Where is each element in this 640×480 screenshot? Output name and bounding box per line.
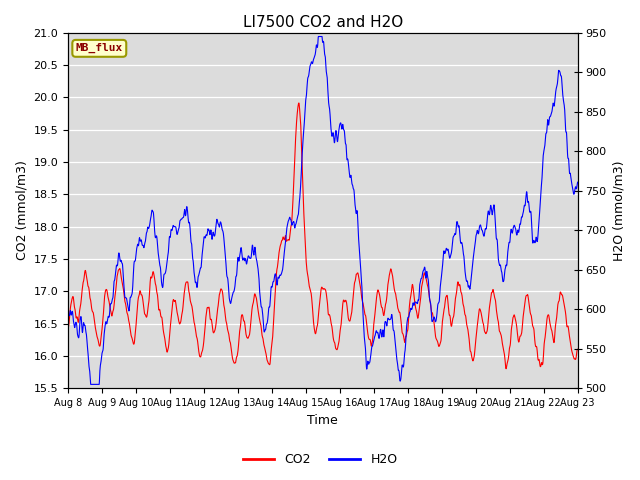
- H2O: [349, 183, 356, 189]
- CO2: [543, 314, 551, 320]
- CO2: [574, 347, 582, 352]
- H2O: [471, 242, 479, 248]
- H2O: [529, 240, 537, 246]
- CO2: [337, 318, 345, 324]
- Y-axis label: CO2 (mmol/m3): CO2 (mmol/m3): [15, 160, 28, 260]
- CO2: [529, 324, 537, 330]
- H2O: [574, 180, 582, 185]
- CO2: [64, 325, 72, 331]
- H2O: [64, 313, 72, 319]
- H2O: [207, 229, 214, 235]
- Line: H2O: H2O: [68, 36, 578, 384]
- H2O: [543, 121, 551, 127]
- CO2: [206, 315, 214, 321]
- H2O: [87, 382, 95, 387]
- Title: LI7500 CO2 and H2O: LI7500 CO2 and H2O: [243, 15, 403, 30]
- Y-axis label: H2O (mmol/m3): H2O (mmol/m3): [612, 160, 625, 261]
- H2O: [338, 126, 346, 132]
- CO2: [295, 100, 303, 106]
- Line: CO2: CO2: [68, 103, 578, 369]
- CO2: [471, 348, 479, 354]
- Legend: CO2, H2O: CO2, H2O: [237, 448, 403, 471]
- CO2: [502, 366, 510, 372]
- X-axis label: Time: Time: [307, 414, 338, 427]
- CO2: [349, 301, 356, 307]
- H2O: [315, 34, 323, 39]
- Text: MB_flux: MB_flux: [76, 43, 123, 53]
